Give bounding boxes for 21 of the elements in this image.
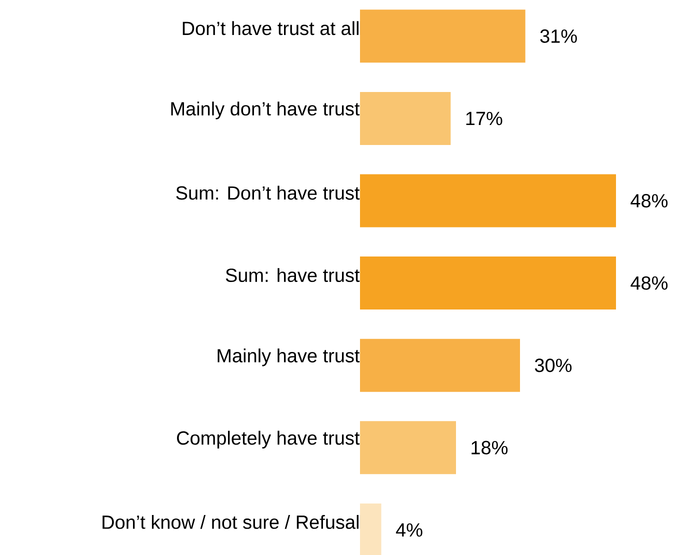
- data-label: 17%: [466, 112, 502, 126]
- y-tick-label: Mainly don’t have trust: [171, 102, 360, 120]
- bar: [360, 503, 382, 555]
- bar: [360, 92, 451, 145]
- bar: [360, 174, 616, 228]
- bar: [360, 256, 616, 310]
- y-tick-label: Mainly have trust: [218, 348, 360, 366]
- y-tick-label: Don’t have trust at all: [182, 21, 358, 36]
- bar: [360, 421, 456, 474]
- y-tick-label: Completely have trust: [177, 430, 360, 449]
- data-label: 31%: [540, 29, 577, 43]
- data-label: 18%: [472, 440, 508, 454]
- y-tick-label: Sum: have trust: [226, 268, 360, 282]
- data-label: 48%: [630, 194, 668, 208]
- bar: [360, 338, 520, 392]
- bar: [360, 10, 526, 63]
- y-tick-label: Sum: Don’t have trust: [176, 186, 360, 200]
- data-label: 4%: [396, 523, 422, 537]
- data-label: 30%: [534, 358, 572, 372]
- y-tick-label: Don’t know / not sure / Refusal: [102, 514, 358, 529]
- data-label: 48%: [630, 276, 668, 290]
